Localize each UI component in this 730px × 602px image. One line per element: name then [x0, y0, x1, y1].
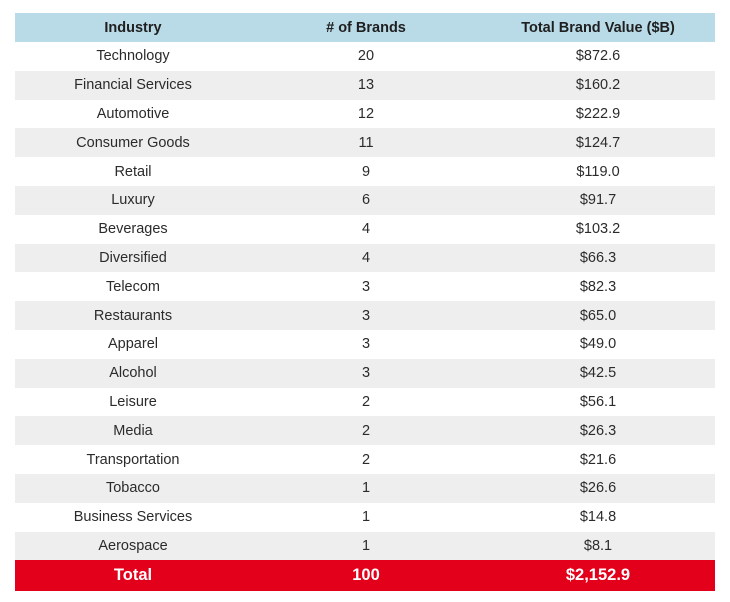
cell-value: $103.2 [575, 221, 621, 238]
cell-brands: 2 [361, 422, 371, 439]
table-body: Technology 20 $872.6 Financial Services 13 $1… [15, 42, 715, 561]
total-label: Total [113, 566, 153, 585]
cell-brands: 3 [361, 307, 371, 324]
table-row: Automotive 12 $222.9 [15, 100, 715, 129]
cell-brands: 2 [361, 393, 371, 410]
cell-value: $42.5 [579, 365, 617, 382]
cell-value: $872.6 [575, 48, 621, 65]
cell-industry: Leisure [109, 393, 157, 410]
cell-industry: Aerospace [98, 537, 168, 554]
cell-brands: 4 [361, 221, 371, 238]
total-value: $2,152.9 [565, 566, 631, 585]
cell-industry: Consumer Goods [76, 134, 190, 151]
cell-industry: Luxury [111, 192, 155, 209]
table-row: Leisure 2 $56.1 [15, 388, 715, 417]
header-brands: # of Brands [326, 19, 406, 36]
cell-value: $91.7 [579, 192, 617, 209]
table-row: Technology 20 $872.6 [15, 42, 715, 71]
cell-brands: 9 [361, 163, 371, 180]
total-brands: 100 [352, 566, 380, 585]
table-row: Alcohol 3 $42.5 [15, 358, 715, 388]
cell-brands: 6 [361, 192, 371, 209]
cell-industry: Alcohol [109, 365, 157, 382]
cell-brands: 11 [358, 134, 374, 151]
header-value: Total Brand Value ($B) [521, 19, 675, 36]
table-row: Luxury 6 $91.7 [15, 185, 715, 215]
cell-industry: Media [113, 422, 153, 439]
table-row: Financial Services 13 $160.2 [15, 70, 715, 100]
cell-brands: 3 [361, 365, 371, 382]
table-row: Beverages 4 $103.2 [15, 215, 715, 244]
cell-industry: Restaurants [93, 307, 173, 324]
cell-value: $65.0 [579, 307, 617, 324]
cell-brands: 20 [357, 48, 375, 65]
table-row: Telecom 3 $82.3 [15, 272, 715, 301]
cell-brands: 3 [361, 336, 371, 353]
cell-brands: 12 [357, 105, 375, 122]
table-row: Business Services 1 $14.8 [15, 503, 715, 532]
cell-industry: Financial Services [74, 77, 192, 94]
cell-value: $49.0 [579, 336, 617, 353]
cell-industry: Automotive [96, 105, 170, 122]
table-row: Retail 9 $119.0 [15, 157, 715, 186]
cell-industry: Technology [96, 48, 170, 65]
cell-value: $14.8 [579, 509, 617, 526]
cell-brands: 4 [361, 249, 371, 266]
cell-brands: 2 [361, 451, 371, 468]
table-header-row: Industry # of Brands Total Brand Value (… [15, 13, 715, 42]
table-row: Restaurants 3 $65.0 [15, 301, 715, 330]
table-row: Transportation 2 $21.6 [15, 445, 715, 474]
cell-value: $82.3 [579, 278, 617, 295]
brand-value-table: Industry # of Brands Total Brand Value (… [15, 13, 715, 592]
cell-brands: 13 [357, 77, 375, 94]
table-row: Tobacco 1 $26.6 [15, 473, 715, 503]
table-row: Media 2 $26.3 [15, 416, 715, 446]
cell-value: $26.6 [579, 480, 617, 497]
cell-value: $124.7 [575, 134, 621, 151]
table-total-row: Total 100 $2,152.9 [15, 560, 715, 592]
cell-industry: Transportation [86, 451, 180, 468]
cell-industry: Tobacco [105, 480, 160, 497]
cell-value: $8.1 [583, 537, 613, 554]
cell-industry: Retail [114, 163, 152, 180]
table-row: Aerospace 1 $8.1 [15, 531, 715, 561]
cell-brands: 1 [361, 537, 371, 554]
cell-industry: Beverages [98, 221, 168, 238]
cell-value: $26.3 [579, 422, 617, 439]
table-row: Apparel 3 $49.0 [15, 330, 715, 359]
cell-value: $160.2 [575, 77, 621, 94]
cell-brands: 3 [361, 278, 371, 295]
table-row: Diversified 4 $66.3 [15, 243, 715, 273]
cell-brands: 1 [361, 480, 371, 497]
table-row: Consumer Goods 11 $124.7 [15, 128, 715, 158]
cell-value: $21.6 [579, 451, 617, 468]
cell-industry: Telecom [106, 278, 160, 295]
cell-value: $56.1 [579, 393, 617, 410]
cell-value: $119.0 [576, 163, 620, 180]
cell-industry: Diversified [99, 249, 167, 266]
cell-brands: 1 [361, 509, 371, 526]
cell-value: $222.9 [575, 105, 621, 122]
header-industry: Industry [104, 19, 162, 36]
cell-industry: Business Services [73, 509, 193, 526]
cell-industry: Apparel [108, 336, 158, 353]
cell-value: $66.3 [579, 249, 617, 266]
